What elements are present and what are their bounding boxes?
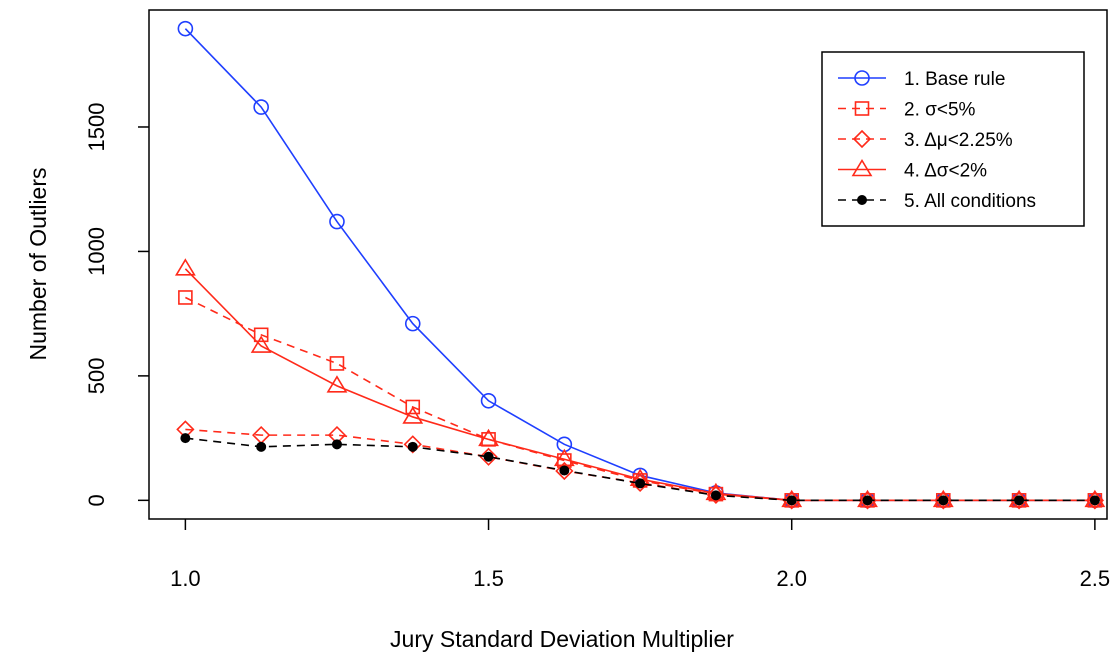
data-point: [178, 290, 193, 305]
series-line: [185, 428, 1095, 502]
legend-marker: [851, 158, 873, 177]
x-tick-label: 2.0: [776, 566, 807, 591]
data-point: [174, 258, 196, 276]
legend: 1. Base rule 2. σ<5% 3. Δμ<2.25% 4. Δσ<2% 5.…: [821, 51, 1085, 227]
legend-entry: 4. Δσ<2%: [838, 158, 987, 182]
y-tick-label: 500: [84, 358, 109, 395]
data-point: [480, 392, 497, 409]
axis-ticks: 1.0 1.5 2.0 2.5 0 500 1000 1500: [84, 103, 1110, 591]
legend-label: 2. σ<5%: [904, 100, 976, 121]
data-point: [635, 478, 646, 489]
y-axis-label: Number of Outliers: [25, 167, 51, 360]
data-point: [934, 491, 953, 510]
data-point: [559, 465, 570, 476]
data-point: [710, 490, 721, 501]
data-point: [786, 495, 797, 506]
legend-marker: [854, 101, 870, 116]
y-tick-label: 0: [84, 494, 109, 506]
legend-entry: 2. σ<5%: [838, 100, 976, 121]
legend-marker: [852, 129, 872, 149]
series-4: [174, 258, 1106, 508]
series-5: [180, 433, 1100, 506]
data-point: [555, 461, 574, 481]
legend-label: 3. Δμ<2.25%: [904, 130, 1013, 151]
legend-marker: [854, 70, 870, 86]
x-tick-label: 2.5: [1080, 566, 1111, 591]
series-3: [176, 420, 1105, 510]
legend-entry: 1. Base rule: [838, 69, 1005, 90]
data-point: [402, 406, 424, 424]
data-point: [250, 335, 272, 353]
data-point: [478, 428, 499, 447]
data-point: [329, 213, 345, 230]
legend-entry: 3. Δμ<2.25%: [838, 129, 1013, 151]
data-point: [1009, 491, 1029, 510]
data-point: [1085, 491, 1105, 510]
data-point: [329, 356, 345, 371]
y-tick-label: 1500: [84, 103, 109, 152]
data-point: [404, 315, 421, 332]
data-point: [403, 435, 422, 454]
data-point: [553, 448, 575, 467]
y-tick-label: 1000: [84, 227, 109, 276]
series-group: [174, 20, 1106, 510]
series-line: [184, 268, 1095, 502]
data-point: [479, 447, 498, 466]
data-point: [256, 441, 267, 452]
data-point: [862, 495, 873, 506]
legend-label: 1. Base rule: [904, 69, 1005, 90]
data-point: [407, 441, 418, 452]
data-point: [180, 433, 191, 444]
data-point: [326, 375, 348, 393]
data-point: [1089, 495, 1100, 506]
data-point: [405, 399, 421, 415]
data-point: [331, 439, 342, 450]
data-point: [253, 327, 269, 343]
data-point: [483, 451, 494, 462]
legend-entry: 5. All conditions: [838, 191, 1036, 212]
data-point: [253, 99, 269, 115]
data-point: [1014, 495, 1025, 506]
legend-marker: [857, 195, 867, 205]
x-tick-label: 1.5: [473, 566, 504, 591]
data-point: [938, 495, 949, 506]
x-tick-label: 1.0: [170, 566, 201, 591]
legend-label: 5. All conditions: [904, 191, 1036, 212]
data-point: [782, 491, 801, 510]
x-axis-label: Jury Standard Deviation Multiplier: [390, 626, 734, 652]
data-point: [858, 491, 877, 510]
data-point: [177, 20, 194, 37]
legend-label: 4. Δσ<2%: [904, 161, 987, 182]
plot-frame: [148, 9, 1108, 520]
